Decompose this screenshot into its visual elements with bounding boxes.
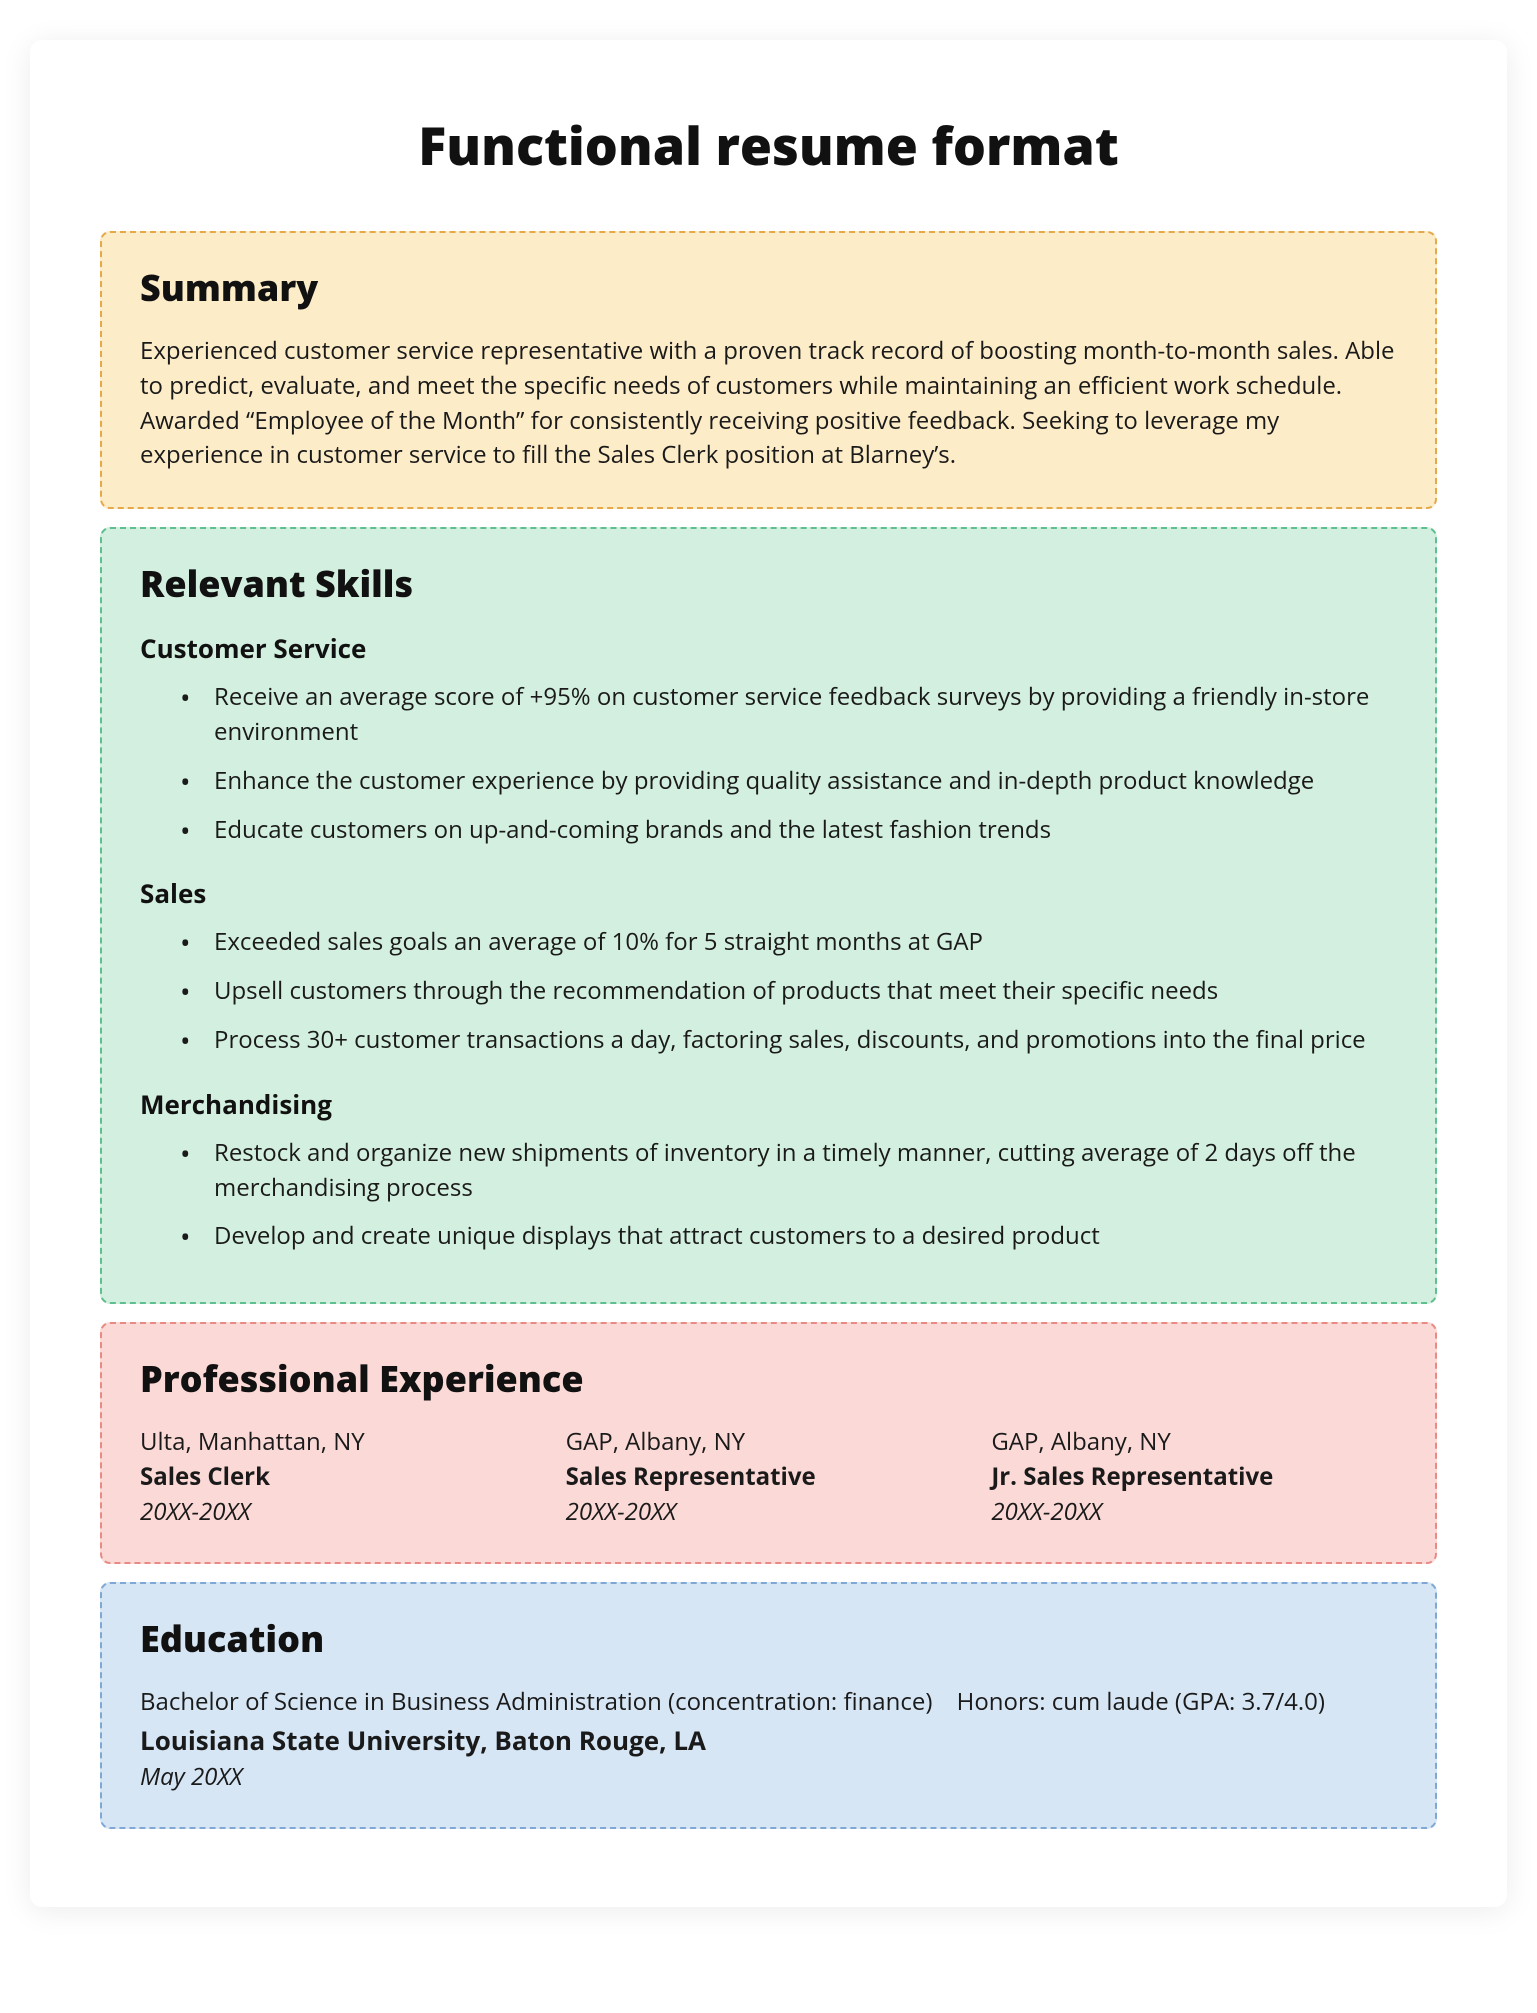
skill-bullet: Receive an average score of +95% on cust… [180, 680, 1397, 750]
skill-bullet: Educate customers on up-and-coming brand… [180, 813, 1397, 848]
experience-role: Sales Representative [566, 1460, 972, 1493]
experience-item: GAP, Albany, NY Jr. Sales Representative… [991, 1425, 1397, 1528]
summary-heading: Summary [140, 263, 1397, 312]
education-section: Education Bachelor of Science in Busines… [100, 1582, 1437, 1829]
skill-bullet: Process 30+ customer transactions a day,… [180, 1023, 1397, 1058]
skill-bullet: Develop and create unique displays that … [180, 1219, 1397, 1254]
skill-group-list: Receive an average score of +95% on cust… [140, 680, 1397, 847]
education-heading: Education [140, 1614, 1397, 1663]
experience-role: Sales Clerk [140, 1460, 546, 1493]
skills-section: Relevant Skills Customer Service Receive… [100, 527, 1437, 1304]
skill-group-list: Exceeded sales goals an average of 10% f… [140, 925, 1397, 1057]
resume-page: Functional resume format Summary Experie… [30, 40, 1507, 1907]
skill-bullet: Exceeded sales goals an average of 10% f… [180, 925, 1397, 960]
skills-heading: Relevant Skills [140, 559, 1397, 608]
skill-bullet: Upsell customers through the recommendat… [180, 974, 1397, 1009]
skill-bullet: Restock and organize new shipments of in… [180, 1136, 1397, 1206]
education-degree: Bachelor of Science in Business Administ… [140, 1685, 932, 1718]
summary-text: Experienced customer service representat… [140, 334, 1397, 473]
skill-group-list: Restock and organize new shipments of in… [140, 1136, 1397, 1254]
experience-grid: Ulta, Manhattan, NY Sales Clerk 20XX-20X… [140, 1425, 1397, 1528]
skill-group-title: Sales [140, 875, 1397, 911]
experience-company: Ulta, Manhattan, NY [140, 1425, 546, 1458]
experience-item: Ulta, Manhattan, NY Sales Clerk 20XX-20X… [140, 1425, 546, 1528]
experience-heading: Professional Experience [140, 1354, 1397, 1403]
skill-group-title: Merchandising [140, 1086, 1397, 1122]
experience-dates: 20XX-20XX [566, 1495, 972, 1528]
education-line1: Bachelor of Science in Business Administ… [140, 1685, 1397, 1718]
experience-item: GAP, Albany, NY Sales Representative 20X… [566, 1425, 972, 1528]
experience-section: Professional Experience Ulta, Manhattan,… [100, 1322, 1437, 1564]
experience-dates: 20XX-20XX [140, 1495, 546, 1528]
summary-section: Summary Experienced customer service rep… [100, 231, 1437, 509]
skill-bullet: Enhance the customer experience by provi… [180, 764, 1397, 799]
experience-company: GAP, Albany, NY [566, 1425, 972, 1458]
education-date: May 20XX [140, 1760, 1397, 1793]
experience-company: GAP, Albany, NY [991, 1425, 1397, 1458]
education-school: Louisiana State University, Baton Rouge,… [140, 1722, 1397, 1758]
experience-dates: 20XX-20XX [991, 1495, 1397, 1528]
skill-group-title: Customer Service [140, 630, 1397, 666]
page-title: Functional resume format [100, 110, 1437, 181]
experience-role: Jr. Sales Representative [991, 1460, 1397, 1493]
education-honors: Honors: cum laude (GPA: 3.7/4.0) [957, 1685, 1325, 1718]
